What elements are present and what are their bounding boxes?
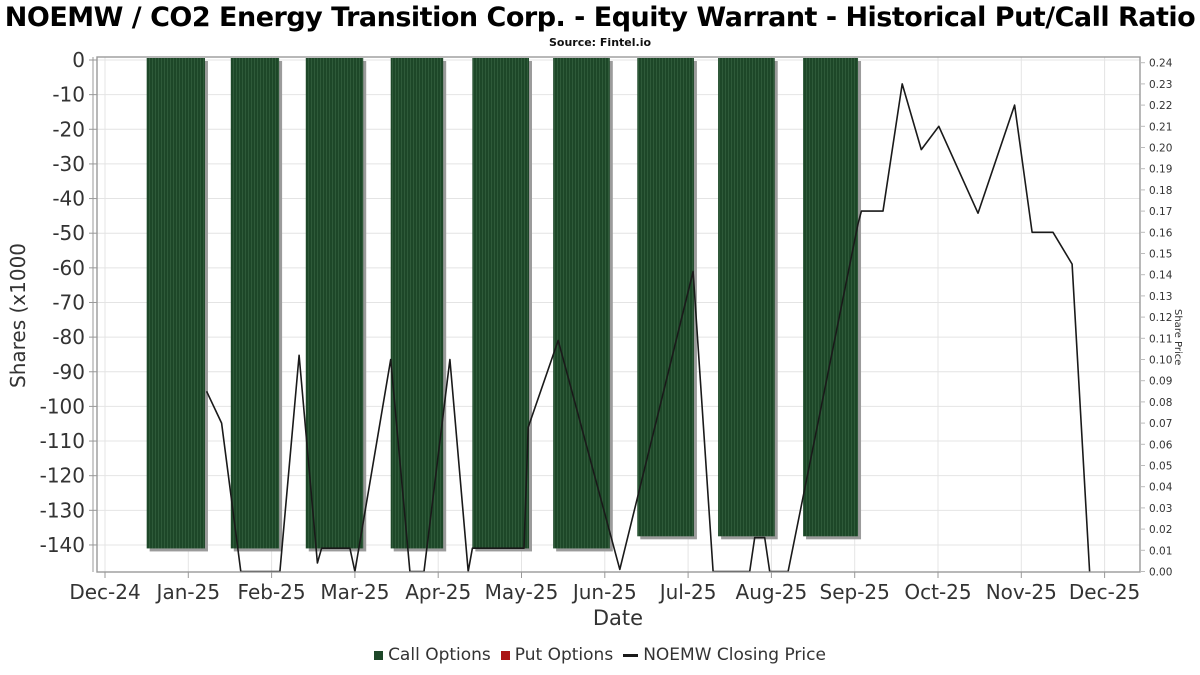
svg-text:0.05: 0.05 <box>1149 461 1172 473</box>
svg-text:-70: -70 <box>52 290 85 314</box>
legend-label: Call Options <box>388 645 491 665</box>
svg-text:0.08: 0.08 <box>1149 397 1172 409</box>
svg-text:Feb-25: Feb-25 <box>238 580 306 604</box>
svg-text:0.02: 0.02 <box>1149 524 1172 536</box>
svg-text:0.19: 0.19 <box>1149 164 1172 176</box>
svg-text:0.20: 0.20 <box>1149 143 1172 155</box>
svg-text:-120: -120 <box>40 464 85 488</box>
svg-text:-110: -110 <box>40 429 85 453</box>
svg-text:Jun-25: Jun-25 <box>571 580 637 604</box>
svg-text:0.00: 0.00 <box>1149 567 1172 579</box>
svg-text:0.04: 0.04 <box>1149 482 1173 494</box>
svg-text:-80: -80 <box>52 325 85 349</box>
svg-text:-130: -130 <box>40 498 85 522</box>
svg-text:0.15: 0.15 <box>1149 249 1172 261</box>
svg-text:0: 0 <box>72 48 85 72</box>
svg-text:Dec-25: Dec-25 <box>1069 580 1140 604</box>
svg-text:0.22: 0.22 <box>1149 100 1172 112</box>
legend-item-closing-price[interactable]: NOEMW Closing Price <box>623 645 826 665</box>
svg-text:0.11: 0.11 <box>1149 333 1172 345</box>
legend-label: Put Options <box>514 645 614 665</box>
svg-text:0.09: 0.09 <box>1149 376 1172 388</box>
closing-price-line-icon <box>623 653 639 657</box>
svg-text:-30: -30 <box>52 152 85 176</box>
svg-text:0.13: 0.13 <box>1149 291 1172 303</box>
svg-text:0.14: 0.14 <box>1149 270 1173 282</box>
svg-text:May-25: May-25 <box>485 580 559 604</box>
svg-text:0.10: 0.10 <box>1149 355 1172 367</box>
svg-text:-20: -20 <box>52 117 85 141</box>
put-options-swatch-icon <box>500 650 510 660</box>
svg-text:Oct-25: Oct-25 <box>904 580 971 604</box>
chart-legend: Call Options Put Options NOEMW Closing P… <box>0 645 1200 665</box>
svg-text:0.03: 0.03 <box>1149 503 1172 515</box>
svg-text:0.06: 0.06 <box>1149 439 1173 451</box>
svg-text:0.18: 0.18 <box>1149 185 1172 197</box>
svg-text:Jan-25: Jan-25 <box>155 580 221 604</box>
svg-text:-140: -140 <box>40 533 85 557</box>
x-axis-title: Date <box>592 606 644 630</box>
svg-text:-40: -40 <box>52 187 85 211</box>
svg-text:-10: -10 <box>52 83 85 107</box>
call-options-swatch-icon <box>374 650 384 660</box>
svg-text:Apr-25: Apr-25 <box>405 580 471 604</box>
chart-source: Source: Fintel.io <box>548 36 652 49</box>
svg-text:-90: -90 <box>52 360 85 384</box>
svg-text:Nov-25: Nov-25 <box>986 580 1057 604</box>
svg-text:0.23: 0.23 <box>1149 79 1172 91</box>
svg-text:0.21: 0.21 <box>1149 121 1172 133</box>
svg-text:-50: -50 <box>52 221 85 245</box>
svg-text:0.07: 0.07 <box>1149 418 1172 430</box>
legend-item-call-options[interactable]: Call Options <box>374 645 491 665</box>
svg-text:0.16: 0.16 <box>1149 227 1173 239</box>
svg-text:Mar-25: Mar-25 <box>320 580 389 604</box>
svg-text:0.12: 0.12 <box>1149 312 1172 324</box>
svg-text:0.24: 0.24 <box>1149 58 1173 70</box>
svg-text:0.17: 0.17 <box>1149 206 1172 218</box>
chart-title: NOEMW / CO2 Energy Transition Corp. - Eq… <box>4 2 1196 33</box>
legend-item-put-options[interactable]: Put Options <box>500 645 614 665</box>
svg-text:-100: -100 <box>40 394 85 418</box>
svg-text:0.01: 0.01 <box>1149 545 1172 557</box>
svg-text:Aug-25: Aug-25 <box>736 580 808 604</box>
svg-text:Dec-24: Dec-24 <box>69 580 140 604</box>
right-axis-title: Share Price <box>1172 308 1183 366</box>
svg-text:Sep-25: Sep-25 <box>820 580 890 604</box>
svg-text:-60: -60 <box>52 256 85 280</box>
svg-text:Jul-25: Jul-25 <box>658 580 717 604</box>
legend-label: NOEMW Closing Price <box>643 645 826 665</box>
